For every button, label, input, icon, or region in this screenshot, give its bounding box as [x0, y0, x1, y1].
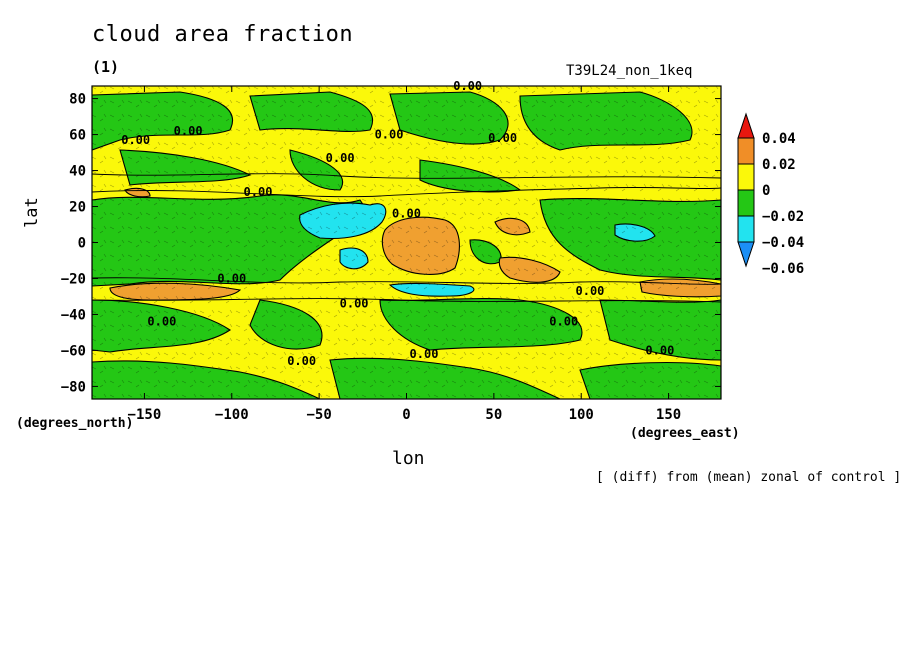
- colorbar-label: 0: [762, 183, 770, 199]
- y-tick-label: −60: [61, 343, 86, 359]
- chart-title: cloud area fraction: [92, 22, 354, 47]
- contour-value-label: 0.00: [645, 343, 674, 357]
- colorbar-label: 0.02: [762, 157, 796, 173]
- colorbar-min-arrow: [737, 241, 755, 268]
- colorbar-label: −0.04: [762, 235, 804, 251]
- y-tick-label: 20: [69, 200, 86, 216]
- colorbar-label: −0.02: [762, 209, 804, 225]
- contour-speckle: [92, 86, 721, 399]
- colorbar-max-arrow: [737, 112, 755, 139]
- contour-labels: 0.00 0.00 0.00 0.00 0.00 0.00 0.00 0.00 0.00 0.00…: [121, 79, 674, 368]
- contour-value-label: 0.00: [453, 79, 482, 93]
- x-axis-label: lon: [392, 448, 425, 469]
- x-tick-label: 100: [569, 407, 594, 423]
- y-tick-label: −40: [61, 307, 86, 323]
- contour-value-label: 0.00: [287, 354, 316, 368]
- colorbar-label: −0.06: [762, 261, 804, 277]
- y-tick-label: 40: [69, 164, 86, 180]
- footnote: [ (diff) from (mean) zonal of control ]: [596, 470, 902, 485]
- contour-value-label: 0.00: [576, 284, 605, 298]
- x-tick-label: 0: [402, 407, 410, 423]
- map-fill: [92, 86, 721, 399]
- x-tick-label: 50: [485, 407, 502, 423]
- contour-value-label: 0.00: [410, 347, 439, 361]
- colorbar-label: 0.04: [762, 131, 796, 147]
- colorbar-segment: [737, 215, 755, 243]
- contour-value-label: 0.00: [326, 151, 355, 165]
- y-tick-label: −80: [61, 379, 86, 395]
- y-tick-label: 0: [78, 236, 86, 252]
- contour-value-label: 0.00: [340, 297, 369, 311]
- contour-value-label: 0.00: [121, 133, 150, 147]
- contour-value-label: 0.00: [147, 315, 176, 329]
- y-axis-unit: (degrees_north): [16, 416, 134, 431]
- x-tick-label: −100: [215, 407, 249, 423]
- x-tick-label: 150: [656, 407, 681, 423]
- x-tick-label: −150: [128, 407, 162, 423]
- y-tick-label: −20: [61, 271, 86, 287]
- chart-subtitle: (1): [92, 58, 120, 76]
- y-tick-label: 60: [69, 128, 86, 144]
- contour-value-label: 0.00: [392, 207, 421, 221]
- contour-value-label: 0.00: [549, 315, 578, 329]
- contour-value-label: 0.00: [217, 271, 246, 285]
- contour-value-label: 0.00: [375, 128, 404, 142]
- axis-ticks: −150 −100 −50 0 50 100 150 80 60 40 20 0 −20 −40 −60 −8…: [61, 86, 721, 423]
- contour-lines: [92, 173, 721, 303]
- contour-value-label: 0.00: [174, 124, 203, 138]
- x-axis-unit: (degrees_east): [630, 426, 740, 441]
- x-tick-label: −50: [306, 407, 331, 423]
- colorbar-segment: [737, 189, 755, 217]
- contour-value-label: 0.00: [488, 131, 517, 145]
- colorbar-segment: [737, 163, 755, 191]
- colorbar: 0.04 0.02 0 −0.02 −0.04 −0.06: [737, 112, 804, 277]
- run-label: T39L24_non_1keq: [566, 63, 693, 79]
- contour-value-label: 0.00: [244, 185, 273, 199]
- colorbar-segment: [737, 137, 755, 165]
- y-tick-label: 80: [69, 92, 86, 108]
